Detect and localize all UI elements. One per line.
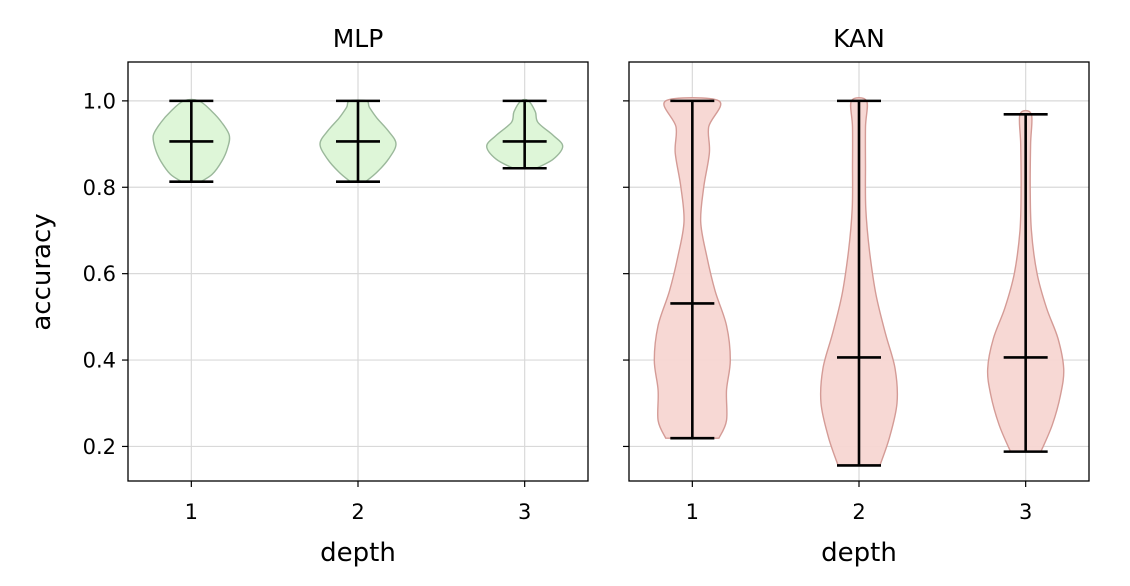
mlp-y-tick-label-0: 0.2 [83,435,116,459]
kan-x-tick-label-0: 1 [686,500,699,524]
kan-panel: 1 2 3 KAN depth [623,24,1090,568]
mlp-ticks: 0.2 0.4 0.6 0.8 1.0 1 2 3 [83,89,532,524]
kan-x-tick-label-2: 3 [1019,500,1032,524]
mlp-panel-title: MLP [333,24,384,53]
y-axis-label: accuracy [27,213,57,330]
kan-x-tick-label-1: 2 [852,500,865,524]
mlp-x-tick-label-0: 1 [185,500,198,524]
mlp-y-tick-label-3: 0.8 [83,176,116,200]
mlp-x-tick-label-2: 3 [518,500,531,524]
mlp-y-tick-label-2: 0.6 [83,262,116,286]
mlp-x-axis-label: depth [320,538,396,568]
kan-violins [653,96,1065,467]
mlp-x-tick-label-1: 2 [351,500,364,524]
kan-panel-title: KAN [833,24,885,53]
mlp-y-tick-label-1: 0.4 [83,349,116,373]
mlp-violins [152,98,564,183]
kan-x-axis-label: depth [821,538,897,568]
mlp-panel: 0.2 0.4 0.6 0.8 1.0 1 2 3 MLP depth accuracy [27,24,589,568]
mlp-y-tick-label-4: 1.0 [83,89,116,113]
kan-ticks: 1 2 3 [623,100,1032,524]
